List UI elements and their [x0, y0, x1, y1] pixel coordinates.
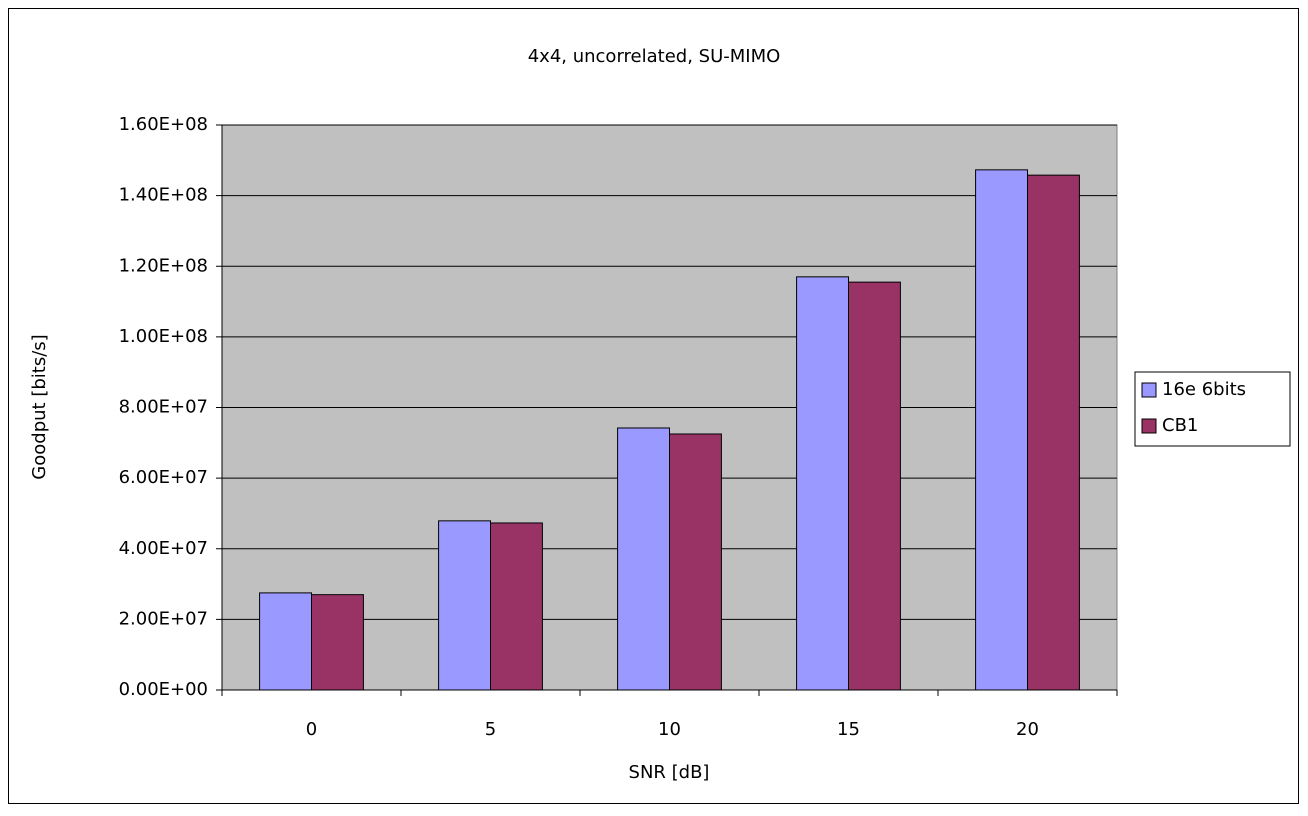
chart-title: 4x4, uncorrelated, SU-MIMO — [528, 46, 781, 67]
legend-label: 16e 6bits — [1162, 379, 1246, 400]
y-tick-label: 1.40E+08 — [119, 185, 208, 206]
x-tick-label: 15 — [837, 719, 860, 740]
y-tick-label: 1.60E+08 — [119, 114, 208, 135]
bar — [259, 592, 312, 691]
legend-swatch — [1141, 418, 1157, 434]
y-tick-label: 2.00E+07 — [119, 608, 208, 629]
legend-swatch — [1141, 382, 1157, 398]
x-tick-label: 0 — [306, 719, 317, 740]
bar — [438, 520, 491, 691]
bar — [848, 281, 901, 691]
y-tick-label: 0.00E+00 — [119, 679, 208, 700]
bar — [311, 594, 364, 691]
x-axis-label: SNR [dB] — [629, 762, 710, 783]
bar — [1027, 174, 1080, 691]
x-tick-label: 5 — [485, 719, 496, 740]
x-tick-label: 20 — [1016, 719, 1039, 740]
bar — [975, 169, 1029, 691]
legend-box — [1134, 371, 1291, 447]
x-tick-label: 10 — [658, 719, 681, 740]
y-tick-label: 1.00E+08 — [119, 326, 208, 347]
bar — [617, 427, 671, 691]
y-tick-label: 6.00E+07 — [119, 467, 208, 488]
y-tick-label: 1.20E+08 — [119, 255, 208, 276]
bar — [796, 276, 850, 691]
y-tick-label: 8.00E+07 — [119, 397, 208, 418]
legend-label: CB1 — [1162, 415, 1198, 436]
bar — [669, 433, 722, 691]
bar — [490, 522, 543, 691]
y-tick-label: 4.00E+07 — [119, 538, 208, 559]
y-axis-label: Goodput [bits/s] — [29, 334, 50, 479]
